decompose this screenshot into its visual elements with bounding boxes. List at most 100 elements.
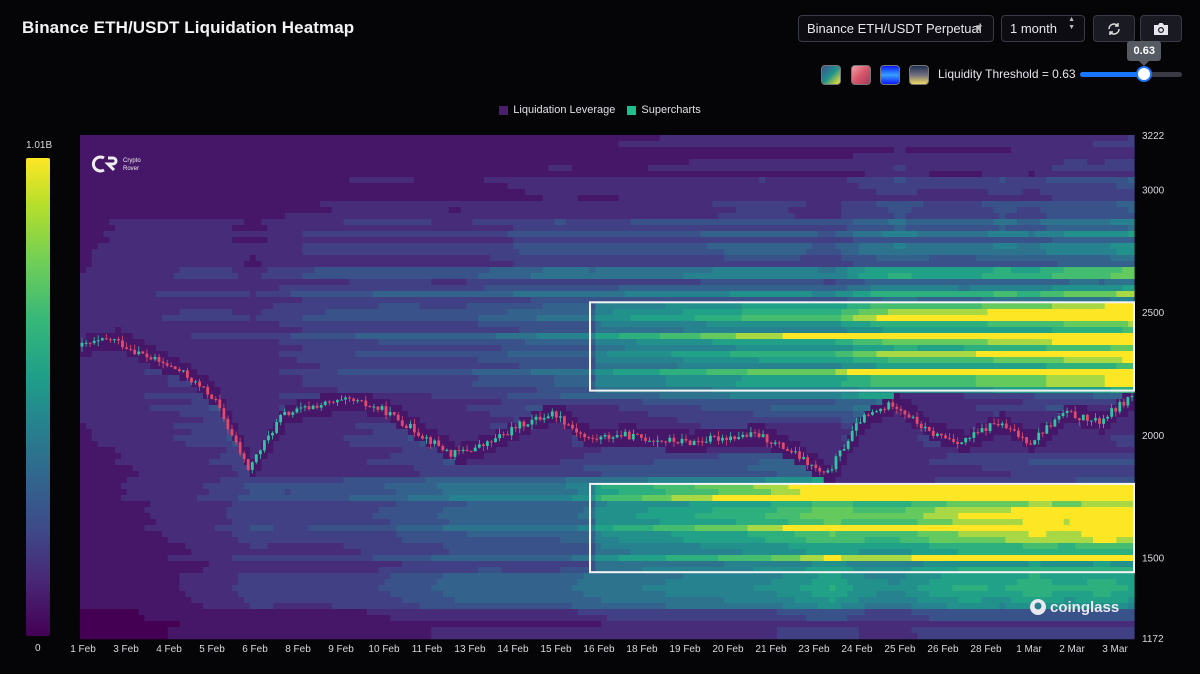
heatmap-cell bbox=[934, 507, 1012, 514]
heatmap-cell bbox=[384, 483, 438, 490]
heatmap-cell bbox=[683, 273, 848, 280]
refresh-button[interactable] bbox=[1093, 15, 1135, 42]
heatmap-cell bbox=[589, 375, 596, 382]
heatmap-cell bbox=[1046, 225, 1129, 232]
heatmap-cell bbox=[583, 591, 667, 598]
heatmap-cell bbox=[852, 585, 918, 592]
heatmap-cell bbox=[858, 417, 883, 424]
candle-body bbox=[786, 449, 789, 451]
candle-body bbox=[1061, 413, 1065, 416]
heatmap-cell bbox=[249, 603, 274, 610]
heatmap-cell bbox=[847, 303, 872, 310]
heatmap-cell bbox=[852, 411, 866, 418]
candle-body bbox=[384, 406, 388, 416]
palette-cividis-swatch[interactable] bbox=[909, 65, 929, 85]
heatmap-cell bbox=[835, 291, 854, 298]
heatmap-cell bbox=[858, 549, 913, 556]
heatmap-cell bbox=[249, 453, 257, 460]
heatmap-cell bbox=[302, 315, 479, 322]
heatmap-cell bbox=[882, 327, 1053, 334]
heatmap-cell bbox=[144, 507, 227, 514]
threshold-slider-thumb[interactable] bbox=[1136, 66, 1153, 82]
heatmap-cell bbox=[407, 429, 438, 436]
heatmap-cell bbox=[232, 309, 263, 316]
heatmap-cell bbox=[864, 603, 912, 610]
heatmap-cell bbox=[636, 423, 702, 430]
heatmap-cell bbox=[689, 501, 772, 508]
heatmap-cell bbox=[858, 435, 918, 442]
candle-body bbox=[542, 418, 546, 420]
candle-body bbox=[526, 424, 530, 427]
heatmap-cell bbox=[261, 261, 514, 268]
y-tick-label: 2000 bbox=[1142, 431, 1165, 442]
candle-body bbox=[275, 422, 278, 433]
candle-body bbox=[481, 444, 485, 446]
heatmap-cell bbox=[858, 597, 918, 604]
heatmap-cell bbox=[911, 609, 1036, 616]
heatmap-cell bbox=[1040, 207, 1129, 214]
palette-viridis-swatch[interactable] bbox=[821, 65, 841, 85]
heatmap-cell bbox=[1116, 363, 1135, 370]
heatmap-cell bbox=[355, 333, 497, 340]
heatmap-cell bbox=[402, 405, 468, 412]
heatmap-cell bbox=[261, 465, 415, 472]
candle-body bbox=[1013, 429, 1016, 431]
heatmap-cell bbox=[80, 345, 157, 352]
heatmap-cell bbox=[1046, 249, 1118, 256]
heatmap-cell bbox=[290, 333, 356, 340]
screenshot-button[interactable] bbox=[1140, 15, 1182, 42]
y-tick-label: 3000 bbox=[1142, 186, 1165, 197]
heatmap-cell bbox=[501, 345, 596, 352]
palette-rose-swatch[interactable] bbox=[851, 65, 871, 85]
heatmap-cell bbox=[864, 573, 907, 580]
heatmap-cell bbox=[940, 573, 1030, 580]
heatmap-cell bbox=[448, 495, 573, 502]
heatmap-cell bbox=[244, 459, 263, 466]
heatmap-cell bbox=[244, 483, 386, 490]
heatmap-cell bbox=[911, 603, 948, 610]
heatmap-cell bbox=[249, 447, 263, 454]
heatmap-cell bbox=[712, 507, 778, 514]
heatmap-cell bbox=[337, 369, 473, 376]
heatmap-cell bbox=[852, 261, 1059, 268]
heatmap-cell bbox=[495, 429, 532, 436]
heatmap-cell bbox=[993, 243, 1018, 250]
pair-select[interactable]: Binance ETH/USDT Perpetual ▼ bbox=[798, 15, 994, 42]
heatmap-cell bbox=[788, 207, 842, 214]
legend-item-supercharts[interactable]: Supercharts bbox=[627, 104, 701, 116]
heatmap-cell bbox=[800, 441, 848, 448]
heatmap-cell bbox=[612, 309, 684, 316]
heatmap-cell bbox=[1075, 543, 1135, 550]
heatmap-cell bbox=[571, 411, 649, 418]
heatmap-cell bbox=[413, 465, 585, 472]
heatmap-cell bbox=[864, 609, 912, 616]
heatmap-cell bbox=[85, 333, 134, 340]
heatmap-cell bbox=[700, 423, 749, 430]
legend-item-liquidation-leverage[interactable]: Liquidation Leverage bbox=[499, 104, 615, 116]
threshold-slider[interactable] bbox=[1080, 72, 1182, 77]
candle-body bbox=[709, 435, 712, 442]
candle-body bbox=[806, 457, 809, 465]
heatmap-cell bbox=[665, 591, 778, 598]
candle-body bbox=[923, 426, 927, 429]
heatmap-cell bbox=[835, 339, 854, 346]
heatmap-cell bbox=[80, 339, 145, 346]
heatmap-cell bbox=[806, 549, 860, 556]
heatmap-cell bbox=[80, 309, 181, 316]
heatmap-cell bbox=[208, 561, 403, 568]
range-select[interactable]: 1 month ▲ ▼ bbox=[1001, 15, 1085, 42]
heatmap-cell bbox=[349, 441, 421, 448]
heatmap-cell bbox=[601, 543, 702, 550]
candle-body bbox=[956, 441, 959, 445]
candle-body bbox=[546, 416, 550, 419]
palette-blue-swatch[interactable] bbox=[880, 65, 900, 85]
heatmap-cell bbox=[478, 375, 555, 382]
chart-legend: Liquidation Leverage Supercharts bbox=[0, 104, 1200, 116]
candle-body bbox=[259, 450, 262, 455]
candle-body bbox=[283, 411, 287, 415]
heatmap-cell bbox=[987, 231, 1030, 238]
heatmap-cell bbox=[448, 549, 596, 556]
heatmap-cell bbox=[835, 243, 860, 250]
candle-body bbox=[226, 419, 230, 430]
heatmap-cell bbox=[905, 165, 1053, 172]
